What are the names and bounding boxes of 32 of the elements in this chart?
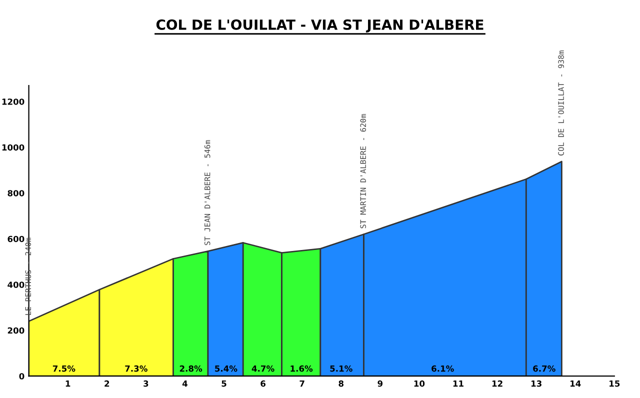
- annotation: 6.7%: [533, 365, 556, 372]
- annotation: 1.6%: [290, 365, 313, 372]
- x-tick-label: 2: [104, 380, 110, 387]
- x-tick-label: 12: [492, 380, 502, 387]
- x-tick-label: 6: [260, 380, 266, 387]
- annotation: 2.8%: [180, 365, 202, 372]
- annotation: 5.4%: [215, 365, 238, 372]
- x-tick-label: 4: [182, 380, 188, 387]
- y-tick-label: 200: [8, 327, 24, 334]
- x-tick-label: 9: [378, 380, 383, 387]
- y-tick-label: 1000: [2, 144, 24, 151]
- y-tick-label: 800: [8, 190, 24, 196]
- y-tick-label: 400: [8, 282, 24, 288]
- annotation: 5.1%: [330, 365, 352, 372]
- y-tick-label: 0: [19, 373, 24, 380]
- x-tick-label: 14: [570, 380, 581, 387]
- y-tick-label: 600: [8, 236, 24, 242]
- y-tick-label: 1200: [2, 98, 24, 105]
- x-tick-label: 8: [338, 380, 344, 387]
- x-tick-label: 13: [531, 380, 542, 387]
- x-tick-label: 5: [222, 380, 226, 387]
- x-tick-label: 11: [453, 380, 464, 387]
- x-tick-label: 1: [66, 380, 70, 387]
- x-tick-label: 10: [414, 380, 425, 387]
- x-tick-label: 15: [610, 380, 620, 387]
- annotation: 7.3%: [125, 365, 148, 372]
- x-tick-label: 7: [300, 380, 304, 387]
- chart-title: COL DE L'OUILLAT - VIA ST JEAN D'ALBERE: [156, 19, 484, 32]
- annotation: 7.5%: [52, 365, 76, 372]
- x-tick-label: 3: [144, 380, 148, 387]
- annotation: 6.1%: [432, 365, 454, 372]
- annotation: 4.7%: [252, 365, 274, 372]
